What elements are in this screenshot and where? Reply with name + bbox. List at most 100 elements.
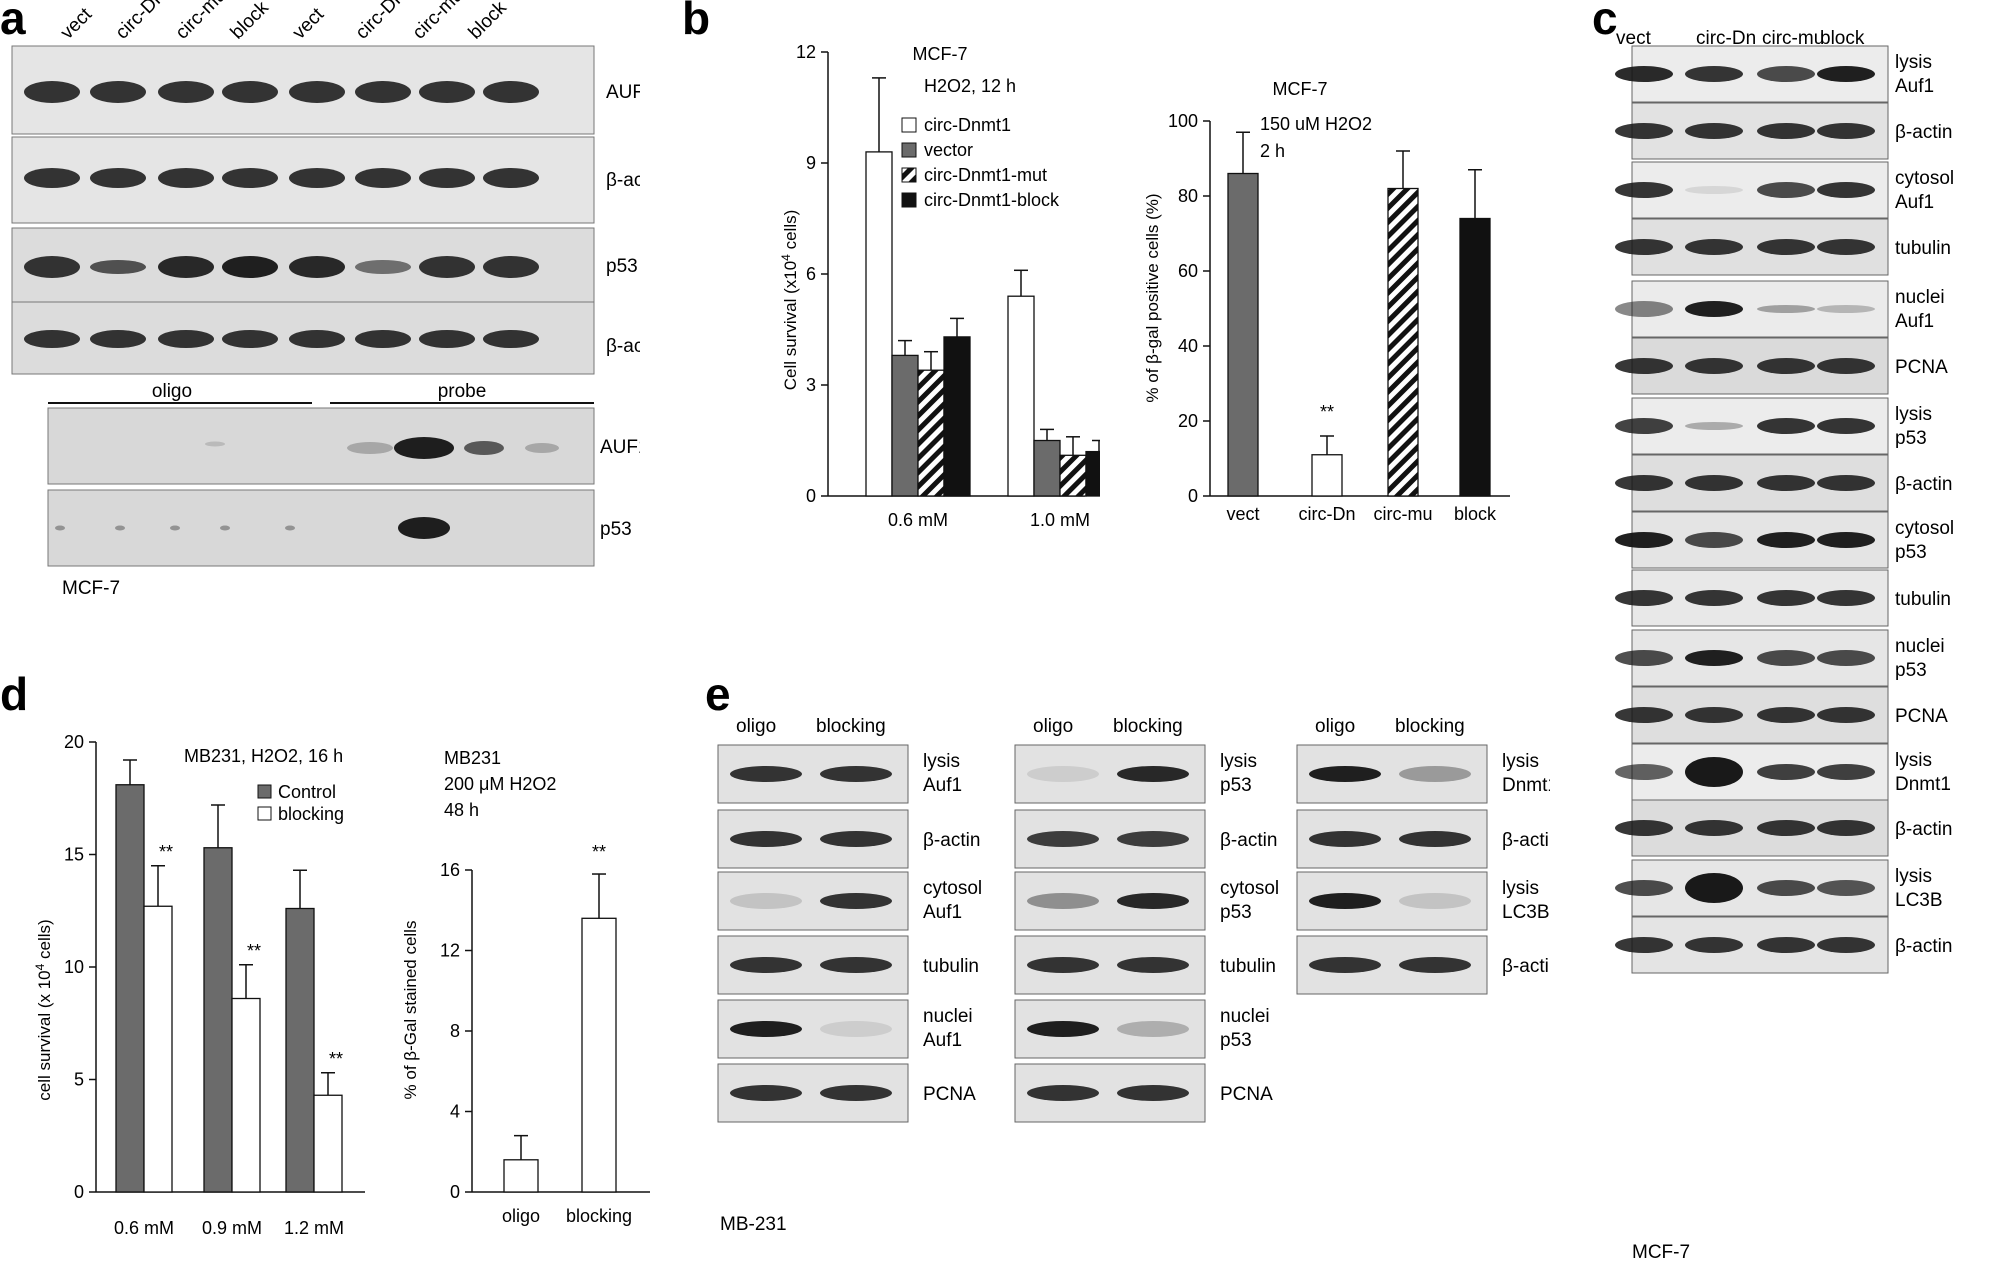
bar-circ-dnmt1-block [1085, 450, 1100, 497]
blot-band [1615, 301, 1673, 317]
blot-band [1817, 937, 1875, 953]
blot-band [730, 831, 802, 847]
annot-line-3: 48 h [444, 800, 479, 820]
bar-oligo [503, 1159, 539, 1193]
blot-band [1685, 873, 1743, 903]
bar-blocking [581, 917, 617, 1193]
blot-band [1757, 880, 1815, 896]
blot-band [289, 81, 345, 103]
x-category-label: 0.6 mM [888, 510, 948, 530]
annot-line-1: MCF-7 [913, 44, 968, 64]
cell-line-label: MB-231 [720, 1214, 787, 1235]
blot-band [1399, 766, 1471, 782]
blot-band [1615, 418, 1673, 434]
blot-label-line-1: lysis [1895, 404, 1932, 425]
blot-band [1757, 239, 1815, 255]
y-tick-label: 60 [1178, 261, 1198, 281]
lane-label: oligo [1315, 716, 1355, 737]
blot-band [419, 256, 475, 278]
blot-band [820, 1085, 892, 1101]
y-tick-label: 3 [806, 375, 816, 395]
blot-band [1615, 475, 1673, 491]
legend-swatch [257, 784, 272, 799]
blot-label-line-1: cytosol [1895, 168, 1954, 189]
blot-label: β-actin [1895, 122, 1952, 143]
panel-d-right-chart: MB231 200 μM H2O2 48 h 0 4 8 12 16 oligo block… [401, 748, 650, 1226]
blot-band [1685, 239, 1743, 255]
y-tick-label: 0 [74, 1182, 84, 1202]
blot-band [222, 256, 278, 278]
x-category-label: blocking [566, 1206, 632, 1226]
blot-band [1027, 831, 1099, 847]
bar-circ-Dn [1311, 454, 1343, 497]
blot-band [1817, 707, 1875, 723]
blot-band [90, 260, 146, 274]
blot-band [1615, 937, 1673, 953]
blot-band [222, 330, 278, 348]
x-category-label: 1.2 mM [284, 1218, 344, 1238]
lane-label: blocking [816, 716, 886, 737]
blot-band [1309, 957, 1381, 973]
blot-band [1817, 650, 1875, 666]
blot-band [1757, 182, 1815, 198]
blot-band [1817, 123, 1875, 139]
lane-label: block [227, 0, 274, 44]
lane-label: circ-mu [172, 0, 231, 44]
blot-label: PCNA [1220, 1084, 1273, 1105]
significance-marker: ** [592, 842, 606, 862]
blot-label: β-actin [1220, 830, 1277, 851]
blot-band [1817, 532, 1875, 548]
blot-band [1685, 123, 1743, 139]
blot-band [820, 1021, 892, 1037]
annot-line-2: 150 uM H2O2 [1260, 114, 1372, 134]
annot-line-1: MCF-7 [1273, 79, 1328, 99]
blot-band [285, 525, 295, 531]
annot: MB231, H2O2, 16 h [184, 746, 343, 766]
blot-band [1615, 182, 1673, 198]
blot-label: PCNA [1895, 357, 1948, 378]
y-tick-label: 0 [1188, 486, 1198, 506]
y-tick-label: 80 [1178, 186, 1198, 206]
blot-band [1117, 1021, 1189, 1037]
blot-band [1399, 893, 1471, 909]
blot-label-line-1: cytosol [1895, 518, 1954, 539]
blot-band [355, 330, 411, 348]
blot-band [1685, 937, 1743, 953]
blot-band [1685, 66, 1743, 82]
blot-label: tubulin [1895, 589, 1951, 610]
blot-band [1685, 707, 1743, 723]
blot-label-line-1: cytosol [1220, 878, 1279, 899]
y-tick-label: 12 [440, 941, 460, 961]
legend-label: blocking [278, 804, 344, 824]
blot-band [170, 525, 180, 531]
blot-label-line-2: Auf1 [923, 775, 962, 796]
blot-band [1757, 305, 1815, 313]
blot-band [1757, 590, 1815, 606]
blot-band [1685, 358, 1743, 374]
significance-marker: ** [247, 941, 261, 961]
blot-band [1615, 880, 1673, 896]
blot-band [730, 1085, 802, 1101]
blot-band [1685, 475, 1743, 491]
blot-band [24, 81, 80, 103]
bar-blocking [143, 905, 173, 1193]
blot-band [1685, 820, 1743, 836]
blot-band [1817, 880, 1875, 896]
x-category-label: circ-mu [1374, 504, 1433, 524]
blot-band [115, 525, 125, 531]
blot-band [1757, 820, 1815, 836]
x-category-label: 0.6 mM [114, 1218, 174, 1238]
y-tick-label: 10 [64, 957, 84, 977]
blot-strip [1631, 280, 1889, 338]
blot-band [158, 330, 214, 348]
blot-label-line-2: Auf1 [923, 902, 962, 923]
y-axis-label: Cell survival (x104 cells) [779, 210, 800, 391]
blot-band [419, 81, 475, 103]
lane-label: blocking [1113, 716, 1183, 737]
blot-band [1685, 422, 1743, 430]
blot-band [820, 893, 892, 909]
blot-pulldown-auf1 [47, 407, 595, 485]
panel-b-left-chart: b MCF-7 H2O2, 12 h circ-Dnmt1 vector circ-… [682, 0, 1100, 530]
y-tick-label: 0 [450, 1182, 460, 1202]
blot-label-line-1: nuclei [1220, 1006, 1270, 1027]
